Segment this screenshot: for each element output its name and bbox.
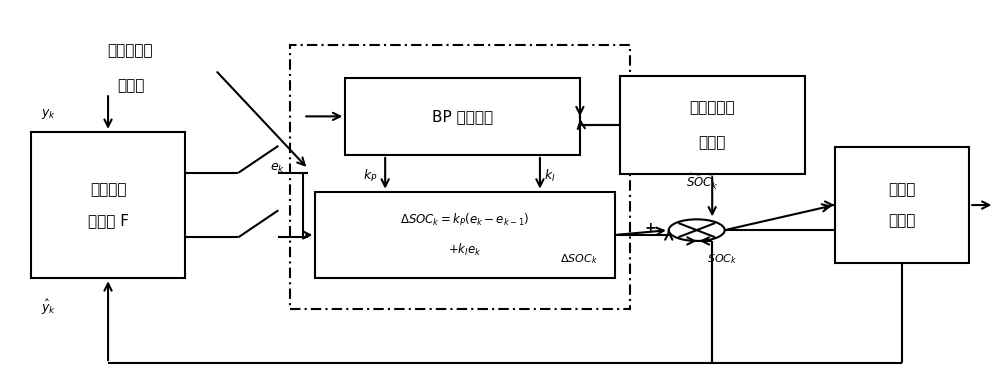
Bar bbox=[345, 78, 580, 155]
Text: $k_P$: $k_P$ bbox=[363, 168, 377, 184]
Text: $y_k$: $y_k$ bbox=[41, 108, 56, 122]
Text: $\hat{y}_k$: $\hat{y}_k$ bbox=[41, 298, 56, 317]
Bar bbox=[835, 147, 969, 263]
Text: 关模块 F: 关模块 F bbox=[88, 213, 129, 228]
Bar bbox=[620, 76, 805, 174]
Text: $\Delta SOC_k$: $\Delta SOC_k$ bbox=[560, 252, 598, 266]
Bar bbox=[290, 45, 630, 309]
Text: 扩展卡尔曼: 扩展卡尔曼 bbox=[689, 100, 735, 115]
Text: 非线性比例: 非线性比例 bbox=[108, 43, 153, 58]
Circle shape bbox=[669, 219, 725, 241]
Text: 输出方: 输出方 bbox=[888, 182, 916, 197]
Text: 自适应开: 自适应开 bbox=[90, 182, 126, 197]
Text: +: + bbox=[645, 221, 657, 235]
Text: 程模块: 程模块 bbox=[888, 213, 916, 228]
Text: BP 神经网络: BP 神经网络 bbox=[432, 109, 493, 124]
Text: $e_k$: $e_k$ bbox=[270, 162, 285, 175]
Text: $k_I$: $k_I$ bbox=[544, 168, 556, 184]
Text: $SOC_k$: $SOC_k$ bbox=[707, 252, 737, 266]
Text: $\hat{S}\widehat{OC}_k$: $\hat{S}\widehat{OC}_k$ bbox=[686, 172, 718, 192]
Text: $+k_I e_k$: $+k_I e_k$ bbox=[448, 242, 482, 259]
Text: 观测器: 观测器 bbox=[117, 78, 144, 93]
Text: 滤波器: 滤波器 bbox=[699, 135, 726, 150]
Bar bbox=[31, 132, 185, 278]
Text: $\Delta SOC_k = k_P(e_k - e_{k-1})$: $\Delta SOC_k = k_P(e_k - e_{k-1})$ bbox=[400, 211, 530, 228]
Bar bbox=[315, 192, 615, 278]
